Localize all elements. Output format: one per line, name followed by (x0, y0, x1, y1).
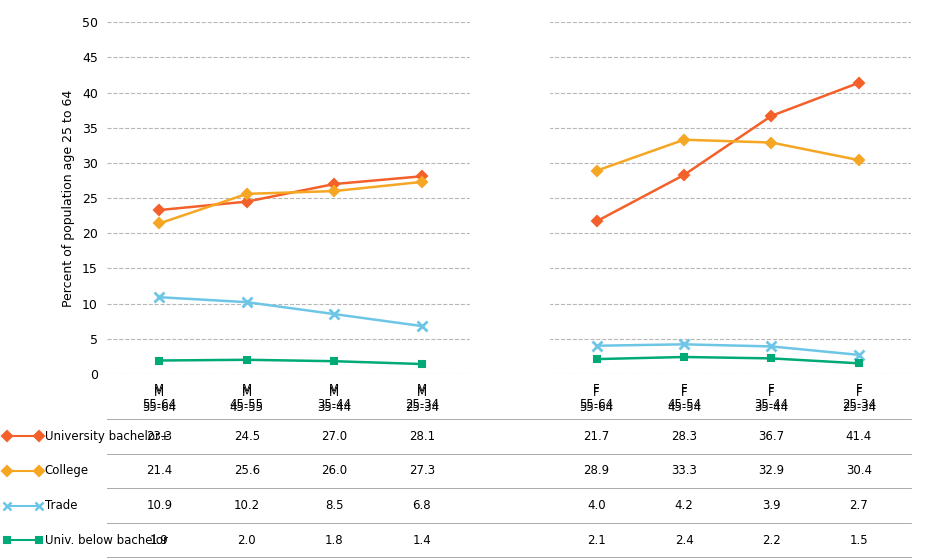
Text: 23.3: 23.3 (146, 430, 172, 443)
Text: 36.7: 36.7 (759, 430, 785, 443)
Text: 10.9: 10.9 (146, 499, 172, 512)
Text: 2.7: 2.7 (850, 499, 869, 512)
Text: 41.4: 41.4 (845, 430, 872, 443)
Text: 8.5: 8.5 (326, 499, 343, 512)
Text: 2.1: 2.1 (587, 533, 606, 547)
Y-axis label: Percent of population age 25 to 64: Percent of population age 25 to 64 (62, 89, 75, 307)
Text: F
35-44: F 35-44 (754, 386, 789, 415)
Text: University bachelor+: University bachelor+ (45, 430, 169, 443)
Text: 1.9: 1.9 (150, 533, 168, 547)
Text: 26.0: 26.0 (321, 464, 348, 478)
Text: 28.3: 28.3 (671, 430, 698, 443)
Text: F
45-54: F 45-54 (667, 386, 701, 415)
Text: 33.3: 33.3 (671, 464, 697, 478)
Text: 28.9: 28.9 (583, 464, 610, 478)
Text: 2.2: 2.2 (762, 533, 781, 547)
Text: 21.7: 21.7 (583, 430, 610, 443)
Text: Univ. below bachelor: Univ. below bachelor (45, 533, 167, 547)
Text: 32.9: 32.9 (759, 464, 785, 478)
Bar (470, 22, 549, 374)
Text: 24.5: 24.5 (233, 430, 259, 443)
Text: 25.6: 25.6 (233, 464, 259, 478)
Text: M
45-55: M 45-55 (230, 386, 264, 415)
Text: F
55-64: F 55-64 (579, 386, 614, 415)
Text: 27.3: 27.3 (408, 464, 435, 478)
Text: 28.1: 28.1 (408, 430, 435, 443)
Text: 21.4: 21.4 (146, 464, 173, 478)
Text: M
55-64: M 55-64 (142, 386, 177, 415)
Text: 4.0: 4.0 (588, 499, 606, 512)
Text: 2.4: 2.4 (674, 533, 694, 547)
Text: 4.2: 4.2 (674, 499, 694, 512)
Text: 10.2: 10.2 (233, 499, 259, 512)
Text: 6.8: 6.8 (412, 499, 431, 512)
Text: College: College (45, 464, 88, 478)
Text: 1.8: 1.8 (325, 533, 343, 547)
Text: 1.5: 1.5 (850, 533, 869, 547)
Text: 30.4: 30.4 (846, 464, 872, 478)
Text: M
25-34: M 25-34 (405, 386, 439, 415)
Text: F
25-34: F 25-34 (842, 386, 876, 415)
Text: 3.9: 3.9 (763, 499, 781, 512)
Text: 27.0: 27.0 (321, 430, 348, 443)
Text: M
35-44: M 35-44 (317, 386, 352, 415)
Text: 2.0: 2.0 (237, 533, 256, 547)
Text: 1.4: 1.4 (412, 533, 432, 547)
Text: Trade: Trade (45, 499, 77, 512)
